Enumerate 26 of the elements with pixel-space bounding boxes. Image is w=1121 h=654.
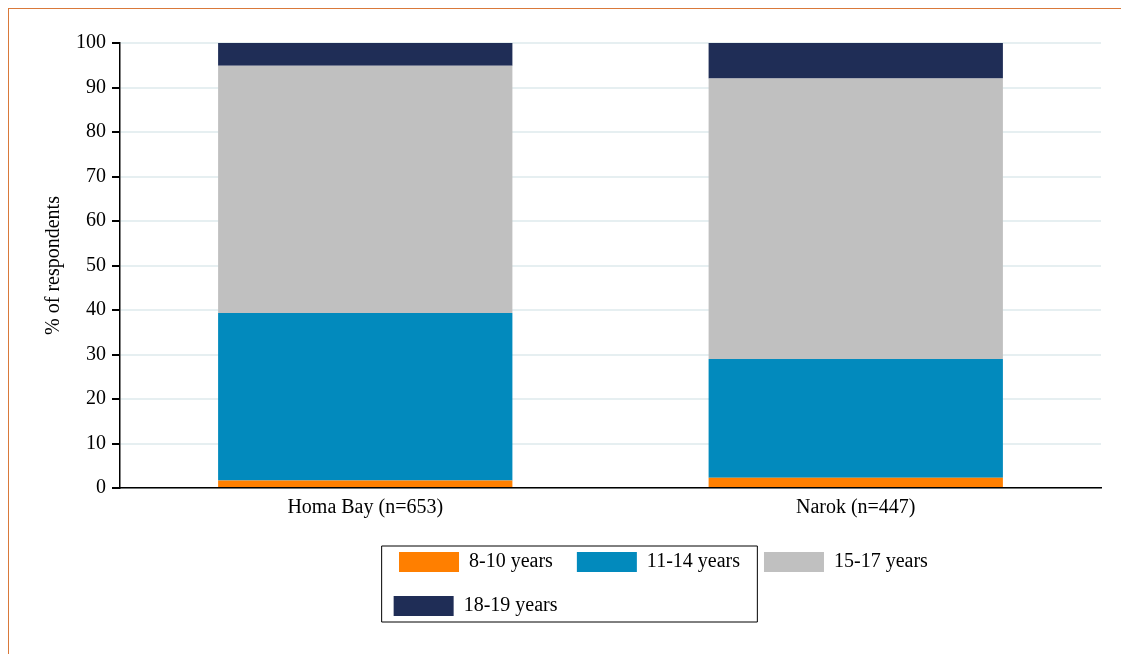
y-tick-label: 50: [86, 252, 106, 275]
y-tick-label: 80: [86, 119, 106, 142]
legend-label: 11-14 years: [646, 549, 741, 573]
bar: [708, 358, 1003, 478]
y-tick-label: 10: [86, 430, 106, 453]
bar: [708, 78, 1003, 359]
y-tick-label: 90: [86, 74, 106, 97]
legend-label: 15-17 years: [833, 549, 929, 573]
y-tick-label: 30: [86, 341, 106, 364]
y-tick-label: 40: [86, 297, 106, 320]
bar: [218, 43, 513, 66]
bar: [708, 43, 1003, 79]
bar: [218, 313, 513, 481]
y-tick-label: 100: [76, 30, 106, 53]
x-tick-label: Narok (n=447): [795, 495, 916, 519]
y-tick-label: 20: [86, 386, 106, 409]
y-tick-label: 0: [96, 475, 106, 498]
legend-label: 8-10 years: [469, 549, 554, 573]
bar: [218, 480, 513, 487]
y-tick-label: 60: [86, 208, 106, 231]
bar: [708, 477, 1003, 487]
x-tick-label: Homa Bay (n=653): [287, 495, 444, 519]
legend-label: 18-19 years: [463, 593, 558, 617]
y-axis-title: % of respondents: [41, 195, 65, 335]
bar: [218, 65, 513, 314]
y-tick-label: 70: [86, 163, 106, 186]
